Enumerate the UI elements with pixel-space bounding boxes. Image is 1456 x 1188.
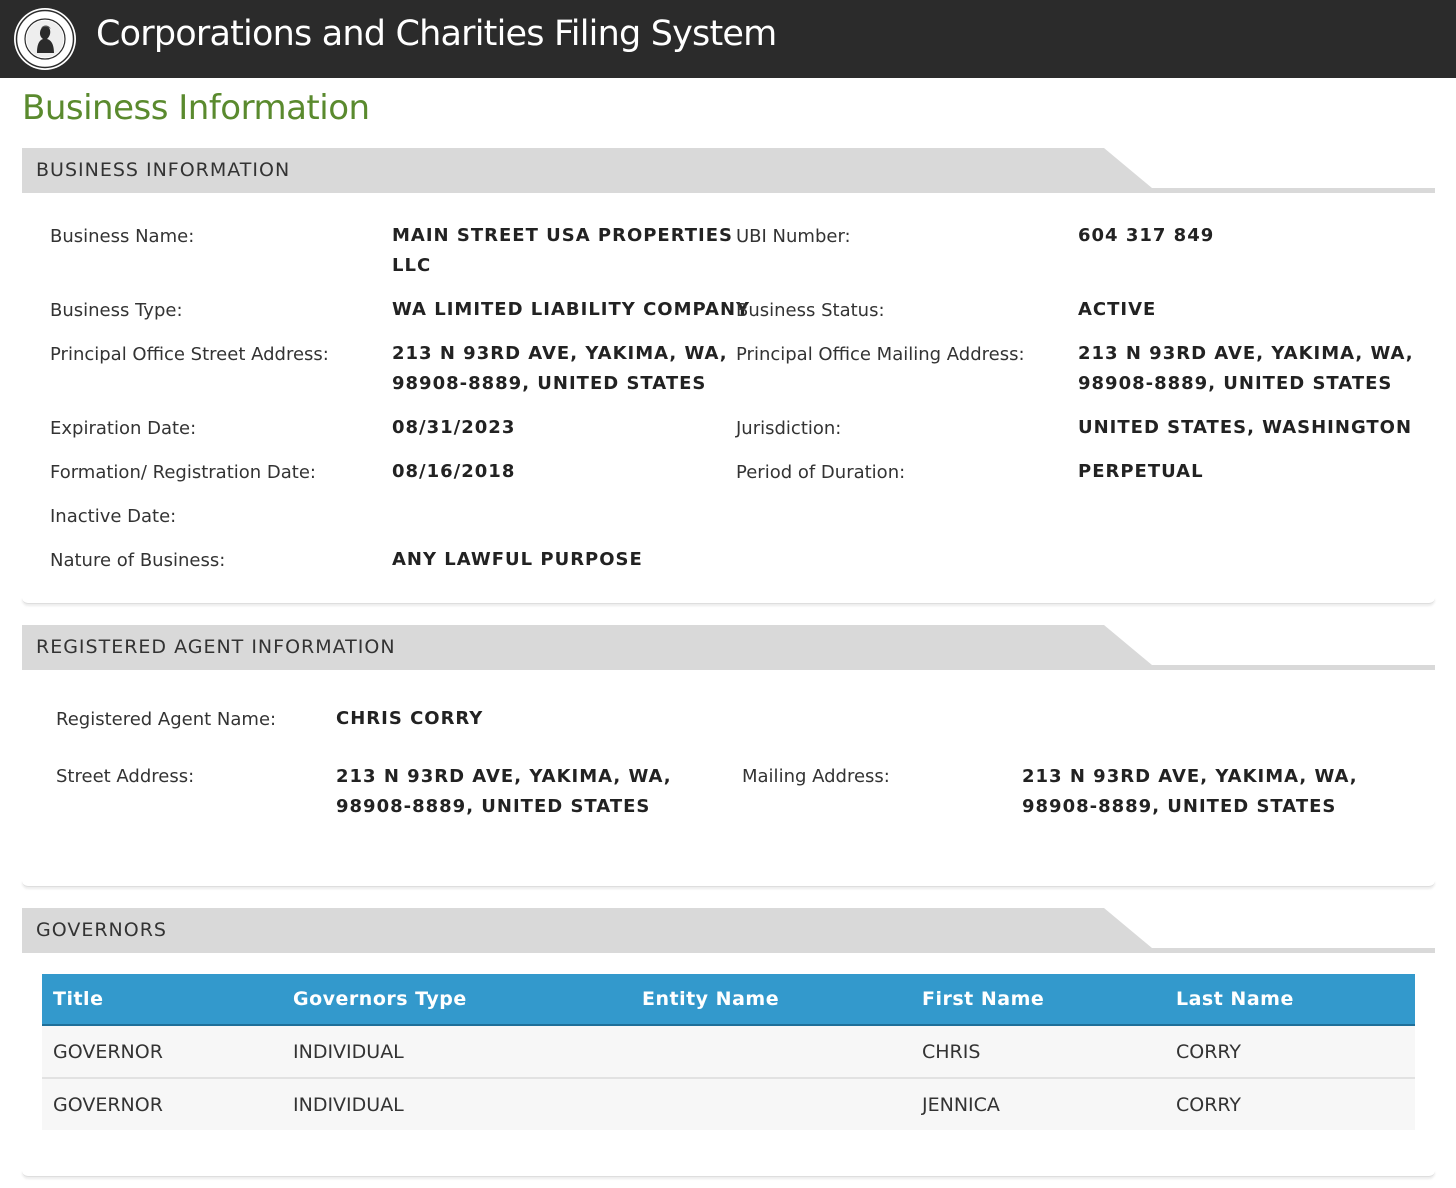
agent-street-address-value: 213 N 93RD AVE, YAKIMA, WA, 98908-8889, … [336,766,672,817]
jurisdiction-value: UNITED STATES, WASHINGTON [1078,417,1413,438]
period-of-duration-label: Period of Duration: [736,462,906,483]
business-status-value: ACTIVE [1078,299,1157,320]
principal-office-street-value: 213 N 93RD AVE, YAKIMA, WA, 98908-8889, … [392,343,728,394]
jurisdiction-label: Jurisdiction: [736,418,842,439]
top-bar: Corporations and Charities Filing System [0,0,1456,78]
table-header-row: Title Governors Type Entity Name First N… [42,974,1415,1026]
card-divider [22,1170,1435,1177]
period-of-duration-value: PERPETUAL [1078,461,1204,482]
column-header-governors-type[interactable]: Governors Type [282,974,631,1026]
business-name-label: Business Name: [50,226,195,247]
registered-agent-section: REGISTERED AGENT INFORMATION Registered … [22,625,1435,889]
cell-first-name: CHRIS [911,1025,1165,1079]
section-title: BUSINESS INFORMATION [36,159,291,181]
state-seal-icon [14,8,76,70]
ubi-number-value: 604 317 849 [1078,225,1215,246]
section-title: REGISTERED AGENT INFORMATION [36,636,396,658]
governors-section: GOVERNORS Title Governors Type Entity Na… [22,908,1435,1180]
section-header: REGISTERED AGENT INFORMATION [22,625,1435,671]
section-header: BUSINESS INFORMATION [22,148,1435,194]
business-name-value: MAIN STREET USA PROPERTIES LLC [392,225,734,276]
cell-entity-name [631,1078,911,1130]
ubi-number-label: UBI Number: [736,226,851,247]
section-header: GOVERNORS [22,908,1435,954]
cell-governors-type: INDIVIDUAL [282,1025,631,1079]
registered-agent-name-label: Registered Agent Name: [56,709,277,730]
business-type-label: Business Type: [50,300,183,321]
business-type-value: WA LIMITED LIABILITY COMPANY [392,299,751,320]
table-row: GOVERNOR INDIVIDUAL CHRIS CORRY [42,1025,1415,1079]
cell-title: GOVERNOR [42,1025,282,1079]
governors-table: Title Governors Type Entity Name First N… [42,974,1415,1130]
registered-agent-name-value: CHRIS CORRY [336,708,484,729]
section-title: GOVERNORS [36,919,167,941]
table-row: GOVERNOR INDIVIDUAL JENNICA CORRY [42,1078,1415,1130]
cell-governors-type: INDIVIDUAL [282,1078,631,1130]
nature-of-business-label: Nature of Business: [50,550,226,571]
expiration-date-label: Expiration Date: [50,418,197,439]
principal-office-street-label: Principal Office Street Address: [50,344,329,365]
agent-mailing-address-label: Mailing Address: [742,766,890,787]
formation-date-label: Formation/ Registration Date: [50,462,316,483]
cell-first-name: JENNICA [911,1078,1165,1130]
app-title: Corporations and Charities Filing System [96,14,777,54]
nature-of-business-value: ANY LAWFUL PURPOSE [392,549,643,570]
column-header-first-name[interactable]: First Name [911,974,1165,1026]
business-status-label: Business Status: [736,300,885,321]
card-divider [22,880,1435,887]
agent-mailing-address-value: 213 N 93RD AVE, YAKIMA, WA, 98908-8889, … [1022,766,1358,817]
business-information-section: BUSINESS INFORMATION Business Name: MAIN… [22,148,1435,606]
principal-office-mailing-label: Principal Office Mailing Address: [736,344,1025,365]
cell-last-name: CORRY [1165,1025,1415,1079]
cell-last-name: CORRY [1165,1078,1415,1130]
column-header-title[interactable]: Title [42,974,282,1026]
card-divider [22,597,1435,604]
page-title: Business Information [22,88,370,128]
cell-title: GOVERNOR [42,1078,282,1130]
inactive-date-label: Inactive Date: [50,506,177,527]
expiration-date-value: 08/31/2023 [392,417,516,438]
agent-street-address-label: Street Address: [56,766,195,787]
principal-office-mailing-value: 213 N 93RD AVE, YAKIMA, WA, 98908-8889, … [1078,343,1414,394]
column-header-last-name[interactable]: Last Name [1165,974,1415,1026]
column-header-entity-name[interactable]: Entity Name [631,974,911,1026]
formation-date-value: 08/16/2018 [392,461,516,482]
cell-entity-name [631,1025,911,1079]
